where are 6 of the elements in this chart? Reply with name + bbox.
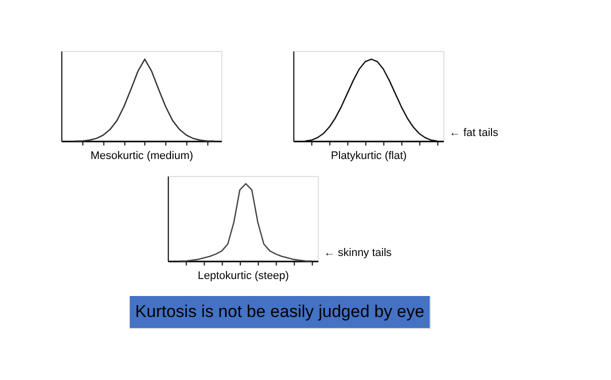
x-axis-title: Platykurtic (flat) <box>330 150 407 162</box>
x-axis-title: Leptokurtic (steep) <box>198 270 289 282</box>
text: ← skinny tails <box>324 247 392 259</box>
x-axis-title: Mesokurtic (medium) <box>90 150 194 162</box>
text: ← fat tails <box>449 127 499 139</box>
text: Kurtosis is not be easily judged by eye <box>135 302 424 321</box>
